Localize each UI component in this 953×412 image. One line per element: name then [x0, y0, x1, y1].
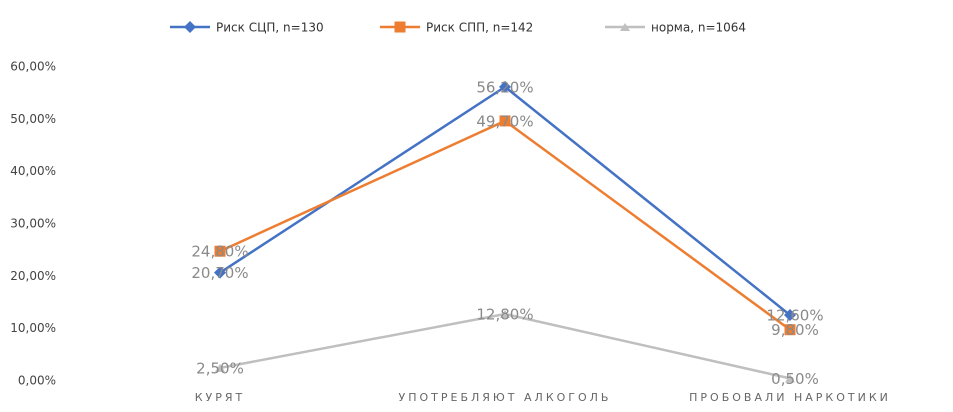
- data-label: 20,70%: [191, 264, 248, 282]
- point: [499, 80, 511, 93]
- y-tick-label: 20,00%: [10, 269, 56, 283]
- legend-label: Риск СПП, n=142: [426, 21, 533, 35]
- y-tick-label: 60,00%: [10, 60, 56, 74]
- x-tick-label: ПРОБОВАЛИ НАРКОТИКИ: [689, 391, 891, 404]
- x-tick-label: УПОТРЕБЛЯЮТ АЛКОГОЛЬ: [399, 391, 612, 404]
- data-label: 0,50%: [771, 370, 819, 388]
- legend-marker: [620, 23, 630, 31]
- point: [784, 309, 796, 322]
- point: [499, 115, 511, 127]
- data-label: 12,60%: [766, 307, 823, 325]
- point: [784, 324, 796, 336]
- legend-label: норма, n=1064: [651, 21, 746, 35]
- data-label: 56,20%: [476, 78, 533, 96]
- data-label: 2,50%: [196, 359, 244, 377]
- point: [500, 310, 510, 319]
- series-line: [219, 119, 791, 331]
- y-tick-label: 50,00%: [10, 112, 56, 126]
- data-label: 24,80%: [191, 243, 248, 261]
- data-label: 12,80%: [476, 306, 533, 324]
- legend-label: Риск СЦП, n=130: [216, 21, 324, 35]
- point: [785, 374, 795, 383]
- legend-marker: [184, 21, 196, 33]
- point: [214, 266, 226, 279]
- y-tick-label: 10,00%: [10, 321, 56, 335]
- x-tick-label: КУРЯТ: [195, 391, 246, 404]
- point: [214, 245, 226, 257]
- legend-marker: [394, 21, 406, 33]
- y-tick-label: 30,00%: [10, 217, 56, 231]
- y-tick-label: 40,00%: [10, 164, 56, 178]
- series-line: [219, 312, 791, 380]
- data-label: 49,70%: [476, 112, 533, 130]
- y-tick-label: 0,00%: [18, 374, 56, 388]
- data-label: 9,80%: [771, 321, 819, 339]
- point: [215, 363, 225, 372]
